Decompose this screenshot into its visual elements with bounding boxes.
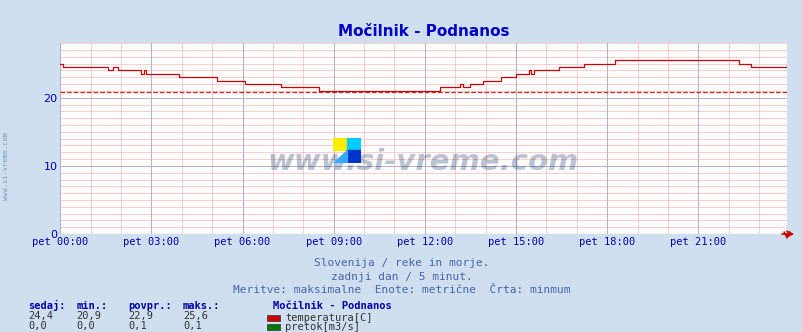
- Text: 0,1: 0,1: [128, 321, 147, 331]
- Text: 0,1: 0,1: [183, 321, 201, 331]
- Text: www.si-vreme.com: www.si-vreme.com: [3, 132, 10, 200]
- Text: 25,6: 25,6: [183, 311, 208, 321]
- Bar: [333, 138, 346, 150]
- Bar: [346, 138, 361, 150]
- Text: 24,4: 24,4: [28, 311, 53, 321]
- Text: 0,0: 0,0: [28, 321, 47, 331]
- Bar: [346, 150, 361, 163]
- Text: 20,9: 20,9: [76, 311, 101, 321]
- Text: sedaj:: sedaj:: [28, 300, 66, 311]
- Text: pretok[m3/s]: pretok[m3/s]: [285, 322, 359, 332]
- Polygon shape: [333, 150, 346, 163]
- Text: Meritve: maksimalne  Enote: metrične  Črta: minmum: Meritve: maksimalne Enote: metrične Črta…: [233, 286, 569, 295]
- Text: 0,0: 0,0: [76, 321, 95, 331]
- Text: min.:: min.:: [76, 301, 107, 311]
- Text: temperatura[C]: temperatura[C]: [285, 313, 372, 323]
- Title: Močilnik - Podnanos: Močilnik - Podnanos: [338, 24, 508, 39]
- Text: www.si-vreme.com: www.si-vreme.com: [268, 147, 578, 176]
- Text: povpr.:: povpr.:: [128, 301, 172, 311]
- Text: 22,9: 22,9: [128, 311, 153, 321]
- Text: maks.:: maks.:: [183, 301, 221, 311]
- Text: Močilnik - Podnanos: Močilnik - Podnanos: [273, 301, 391, 311]
- Text: Slovenija / reke in morje.: Slovenija / reke in morje.: [314, 258, 488, 268]
- Text: zadnji dan / 5 minut.: zadnji dan / 5 minut.: [330, 272, 472, 282]
